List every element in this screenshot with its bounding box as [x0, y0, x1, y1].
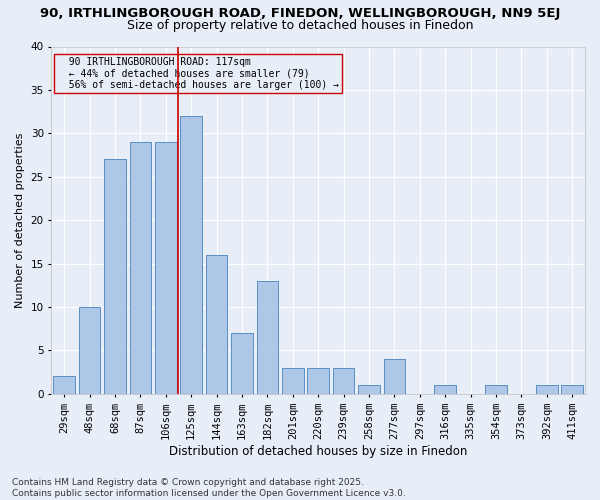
Bar: [333, 368, 355, 394]
Bar: [206, 255, 227, 394]
Bar: [79, 307, 100, 394]
Bar: [104, 160, 126, 394]
Text: Size of property relative to detached houses in Finedon: Size of property relative to detached ho…: [127, 19, 473, 32]
Bar: [358, 385, 380, 394]
Bar: [53, 376, 75, 394]
Bar: [383, 359, 405, 394]
Text: 90, IRTHLINGBOROUGH ROAD, FINEDON, WELLINGBOROUGH, NN9 5EJ: 90, IRTHLINGBOROUGH ROAD, FINEDON, WELLI…: [40, 8, 560, 20]
Bar: [282, 368, 304, 394]
Bar: [536, 385, 557, 394]
Text: Contains HM Land Registry data © Crown copyright and database right 2025.
Contai: Contains HM Land Registry data © Crown c…: [12, 478, 406, 498]
Bar: [257, 281, 278, 394]
Bar: [155, 142, 176, 394]
Bar: [181, 116, 202, 394]
Bar: [434, 385, 456, 394]
Bar: [485, 385, 507, 394]
Bar: [130, 142, 151, 394]
Y-axis label: Number of detached properties: Number of detached properties: [15, 132, 25, 308]
X-axis label: Distribution of detached houses by size in Finedon: Distribution of detached houses by size …: [169, 444, 467, 458]
Bar: [562, 385, 583, 394]
Bar: [231, 333, 253, 394]
Bar: [307, 368, 329, 394]
Text: 90 IRTHLINGBOROUGH ROAD: 117sqm
  ← 44% of detached houses are smaller (79)
  56: 90 IRTHLINGBOROUGH ROAD: 117sqm ← 44% of…: [57, 57, 339, 90]
